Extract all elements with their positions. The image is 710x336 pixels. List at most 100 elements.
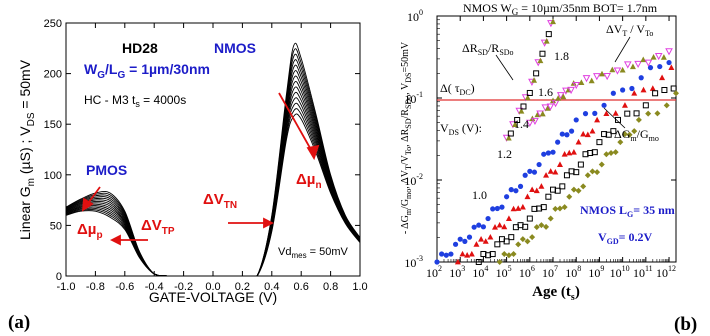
diamond-marker	[570, 186, 577, 193]
square-marker	[508, 234, 515, 241]
circle-marker	[666, 59, 672, 66]
square-marker	[596, 139, 603, 146]
down-triangle-marker	[556, 92, 565, 100]
diamond-marker	[663, 102, 670, 109]
x-tick-label: 103	[449, 264, 465, 280]
circle-marker	[545, 150, 551, 156]
diamond-marker	[496, 259, 503, 265]
triangle-marker	[547, 168, 554, 174]
x-tick-label: 1011	[633, 264, 653, 280]
circle-marker	[448, 251, 454, 257]
circle-marker	[513, 188, 519, 194]
ann-vt: ΔVT / VTo	[606, 22, 653, 38]
circle-marker	[568, 128, 575, 134]
down-triangle-marker	[634, 60, 642, 68]
square-marker	[507, 130, 514, 137]
vgd-label: VGD= 0.2V	[598, 230, 653, 246]
square-marker	[661, 87, 668, 94]
circle-marker	[573, 117, 579, 123]
circle-marker	[508, 187, 514, 193]
triangle-marker	[487, 233, 494, 240]
down-triangle-marker	[525, 119, 534, 127]
circle-marker	[610, 90, 616, 96]
triangle-marker	[668, 64, 675, 71]
down-triangle-marker	[665, 48, 673, 56]
panel-b-xlabel: Age (ts)	[532, 284, 580, 303]
square-marker	[539, 50, 546, 57]
y-tick-label: 200	[44, 69, 62, 81]
x-tick-label: -1.0	[57, 281, 76, 293]
circle-marker	[592, 110, 598, 116]
triangle-marker	[649, 85, 656, 91]
triangle-marker	[619, 66, 626, 73]
triangle-marker	[496, 221, 503, 228]
square-marker	[559, 183, 566, 190]
triangle-marker	[533, 187, 540, 194]
triangle-marker	[538, 183, 545, 189]
x-tick-label: 104	[472, 264, 488, 280]
diamond-marker	[533, 224, 540, 231]
down-triangle-marker	[531, 117, 539, 126]
triangle-marker	[599, 70, 606, 77]
diamond-marker	[612, 149, 619, 156]
triangle-marker	[560, 93, 567, 100]
panel-b-markers	[434, 18, 679, 265]
x-tick-label: 106	[519, 264, 535, 280]
triangle-marker	[552, 168, 559, 175]
leader-gm	[603, 107, 626, 129]
circle-marker	[490, 206, 496, 212]
x-tick-label: 107	[542, 264, 558, 280]
panel-b-title: NMOS WG = 10µm/35nm BOT= 1.7nm	[463, 1, 658, 17]
y-tick-label: 10-3	[404, 254, 423, 270]
triangle-marker	[556, 161, 563, 167]
x-tick-label: -0.8	[86, 281, 105, 293]
leader-rsd	[495, 54, 514, 81]
triangle-marker	[640, 86, 647, 93]
circle-marker	[471, 224, 477, 230]
y-tick-label: 100	[44, 170, 62, 182]
panel-b-frame	[436, 15, 677, 263]
triangle-marker	[650, 54, 657, 60]
panel-b-ylabel: - ΔGm/Gmo, ΔVT/VTo, ΔRSD/RSDo, VDS=50mV	[400, 41, 413, 234]
wg-lg-label: WG/LG = 1µm/30nm	[84, 61, 210, 81]
square-marker	[545, 193, 552, 200]
diamond-marker	[635, 116, 642, 123]
panel-b: NMOS WG = 10µm/35nm BOT= 1.7nm - ΔGm/Gmo…	[400, 1, 697, 335]
circle-marker	[499, 204, 505, 210]
circle-marker	[638, 75, 644, 81]
circle-marker	[564, 132, 570, 138]
square-marker	[670, 85, 677, 92]
mu-n-label: Δµn	[296, 171, 322, 191]
stress-label: HC - M3 ts = 4000s	[84, 93, 186, 109]
vtp-arrowhead	[109, 234, 121, 246]
triangle-marker	[505, 215, 512, 221]
triangle-marker	[534, 111, 541, 118]
triangle-marker	[631, 90, 638, 96]
circle-marker	[536, 161, 542, 168]
square-marker	[577, 161, 584, 168]
triangle-marker	[524, 193, 531, 200]
square-marker	[563, 172, 570, 179]
y-tick-label: 100	[407, 8, 423, 24]
down-triangle-marker	[546, 103, 555, 111]
triangle-marker	[659, 74, 666, 81]
triangle-marker	[621, 102, 628, 108]
triangle-marker	[594, 116, 601, 123]
diamond-marker	[529, 234, 536, 241]
triangle-marker	[580, 130, 587, 137]
vtp-label: ΔVTP	[141, 217, 175, 237]
diamond-marker	[580, 183, 587, 190]
circle-marker	[601, 102, 607, 108]
x-tick-label: 0.6	[294, 281, 309, 293]
square-marker	[475, 259, 482, 265]
x-tick-label: -0.2	[174, 281, 193, 293]
pmos-label: PMOS	[86, 162, 127, 178]
x-tick-label: 109	[588, 264, 604, 280]
circle-marker	[559, 131, 565, 137]
ann-vds: VDS (V):	[440, 121, 482, 137]
circle-marker	[462, 238, 468, 244]
triangle-marker	[468, 250, 475, 257]
square-marker	[494, 241, 501, 248]
circle-marker	[527, 168, 533, 174]
